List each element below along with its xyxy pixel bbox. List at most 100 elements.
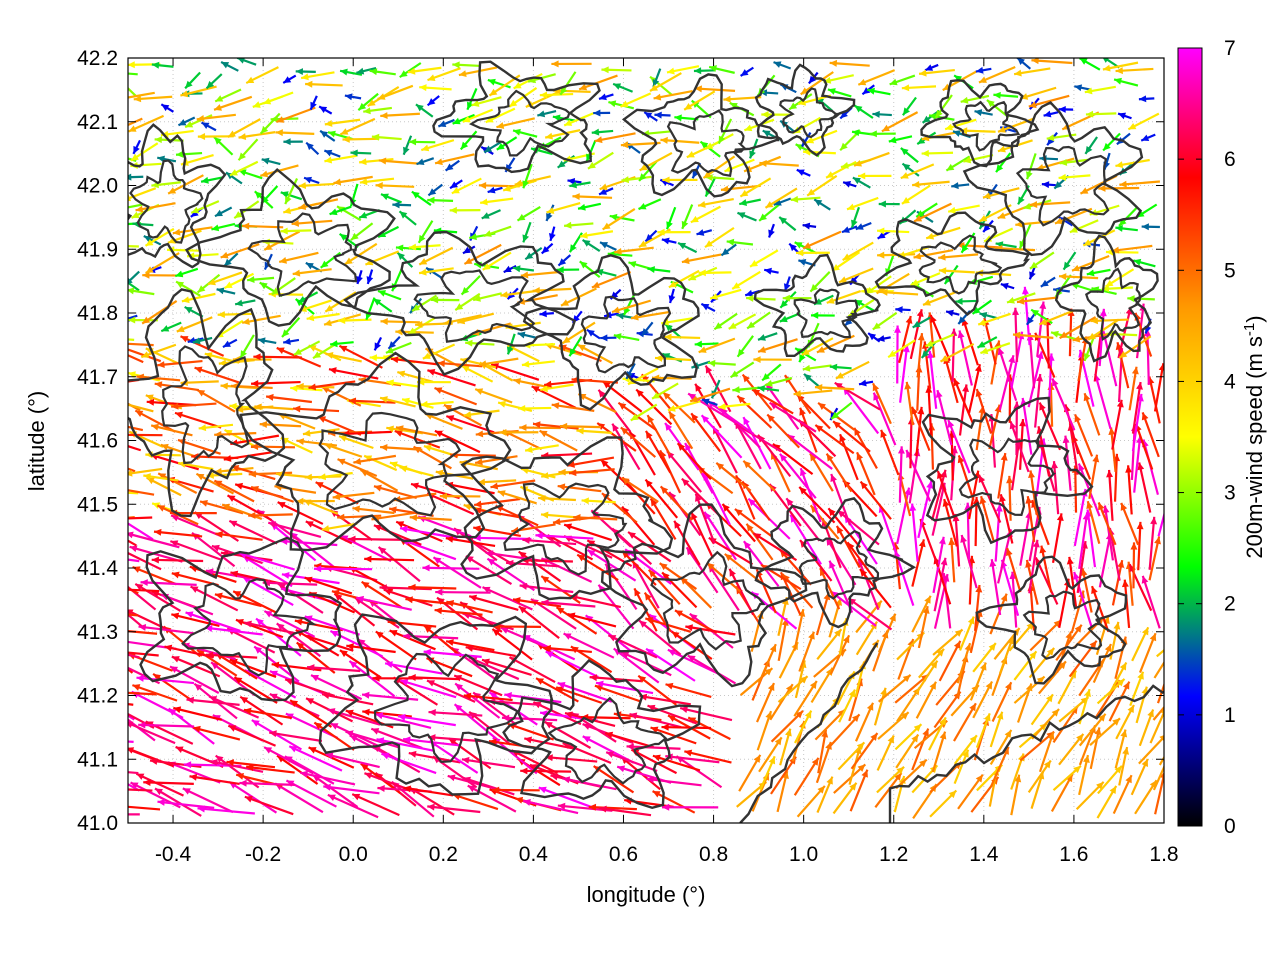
- wind-arrow-shaft: [567, 456, 615, 467]
- wind-arrow: [911, 595, 932, 633]
- wind-arrow-head: [224, 281, 233, 288]
- wind-arrow: [128, 771, 139, 775]
- wind-arrow-shaft: [520, 769, 572, 773]
- wind-arrow-head: [519, 582, 528, 590]
- wind-arrow-shaft: [1026, 496, 1036, 543]
- wind-arrow-head: [372, 674, 380, 682]
- wind-arrow: [931, 731, 947, 773]
- wind-arrow: [1038, 660, 1067, 695]
- wind-arrow-head: [254, 646, 263, 654]
- wind-arrow-head: [331, 589, 340, 597]
- wind-arrow: [128, 403, 154, 413]
- wind-arrow-head: [541, 576, 550, 584]
- wind-arrow-head: [515, 796, 524, 804]
- wind-arrow-head: [192, 337, 201, 345]
- wind-arrow-head: [843, 181, 852, 188]
- wind-arrow-head: [659, 563, 668, 571]
- wind-arrow-head: [562, 336, 571, 344]
- wind-arrow: [263, 746, 314, 775]
- wind-arrow-shaft: [263, 610, 316, 638]
- wind-arrow: [646, 776, 702, 787]
- wind-arrow: [674, 609, 718, 634]
- wind-arrow-head: [462, 246, 471, 254]
- wind-arrow-head: [638, 675, 647, 683]
- wind-arrow-shaft: [1083, 392, 1101, 436]
- wind-arrow: [128, 718, 156, 742]
- wind-arrow-head: [834, 629, 842, 637]
- wind-arrow: [1127, 295, 1155, 303]
- wind-arrow: [650, 726, 697, 745]
- wind-arrow-head: [337, 458, 346, 466]
- wind-arrow-head: [895, 306, 903, 314]
- wind-arrow-head: [1040, 279, 1049, 287]
- wind-arrow-shaft: [251, 380, 301, 385]
- wind-arrow: [323, 783, 380, 795]
- wind-arrow-head: [108, 648, 116, 655]
- wind-arrow: [1152, 764, 1164, 791]
- wind-arrow-shaft: [1078, 512, 1089, 570]
- wind-arrow-head: [936, 648, 944, 657]
- wind-arrow: [1128, 366, 1139, 411]
- wind-arrow-head: [446, 415, 455, 422]
- wind-arrow: [467, 784, 517, 813]
- wind-arrow: [480, 197, 514, 206]
- wind-arrow: [417, 220, 434, 244]
- wind-arrow-head: [650, 726, 659, 734]
- wind-arrow-head: [942, 499, 950, 507]
- wind-arrow-shaft: [973, 584, 981, 632]
- wind-arrow-shaft: [214, 593, 262, 608]
- wind-arrow-shaft: [676, 442, 712, 480]
- wind-arrow-shaft: [448, 737, 492, 770]
- wind-arrow-head: [1058, 273, 1067, 281]
- wind-arrow: [516, 205, 541, 222]
- wind-arrow-head: [229, 658, 238, 666]
- wind-arrow-head: [975, 774, 983, 783]
- wind-arrow: [726, 238, 754, 246]
- wind-arrow-shaft: [305, 520, 353, 545]
- wind-arrow: [128, 316, 158, 324]
- wind-arrow-head: [669, 411, 676, 420]
- wind-arrow-head: [744, 124, 753, 132]
- wind-arrow: [366, 269, 374, 285]
- wind-arrow-shaft: [243, 621, 297, 635]
- wind-arrow: [661, 237, 677, 245]
- wind-arrow-shaft: [468, 595, 519, 611]
- wind-arrow-head: [765, 711, 773, 720]
- wind-arrow-head: [361, 691, 370, 699]
- wind-arrow-head: [185, 611, 194, 619]
- wind-arrow: [495, 504, 539, 527]
- wind-arrow-head: [938, 267, 947, 275]
- wind-arrow-head: [247, 276, 255, 284]
- wind-arrow: [175, 150, 203, 158]
- wind-arrow-head: [748, 498, 756, 507]
- wind-arrow-head: [184, 306, 193, 314]
- wind-arrow-shaft: [1130, 423, 1136, 480]
- wind-arrow-shaft: [1156, 648, 1164, 658]
- wind-arrow: [1043, 110, 1059, 118]
- wind-arrow: [1025, 559, 1039, 605]
- wind-arrow: [938, 267, 975, 275]
- wind-arrow-shaft: [652, 790, 696, 814]
- wind-arrow: [759, 160, 799, 167]
- wind-arrow: [1083, 392, 1101, 436]
- wind-arrow-head: [722, 504, 730, 512]
- wind-arrow-shaft: [300, 771, 356, 786]
- wind-arrow-shaft: [991, 681, 1013, 722]
- wind-arrow: [304, 576, 353, 595]
- wind-arrow: [128, 425, 144, 432]
- wind-arrow: [794, 710, 813, 744]
- wind-arrow-shaft: [1049, 382, 1054, 427]
- wind-arrow: [925, 333, 955, 348]
- wind-arrow-head: [1168, 480, 1175, 488]
- wind-arrow-head: [214, 480, 223, 488]
- wind-arrow: [339, 649, 382, 679]
- wind-arrow-head: [396, 521, 405, 528]
- wind-arrow-head: [737, 348, 745, 357]
- wind-arrow-head: [378, 157, 387, 165]
- wind-arrow-shaft: [427, 805, 481, 814]
- wind-arrow-head: [321, 386, 330, 394]
- wind-arrow-head: [388, 341, 397, 349]
- wind-arrow-head: [375, 631, 384, 639]
- wind-arrow-shaft: [645, 647, 696, 682]
- wind-arrow: [911, 728, 930, 771]
